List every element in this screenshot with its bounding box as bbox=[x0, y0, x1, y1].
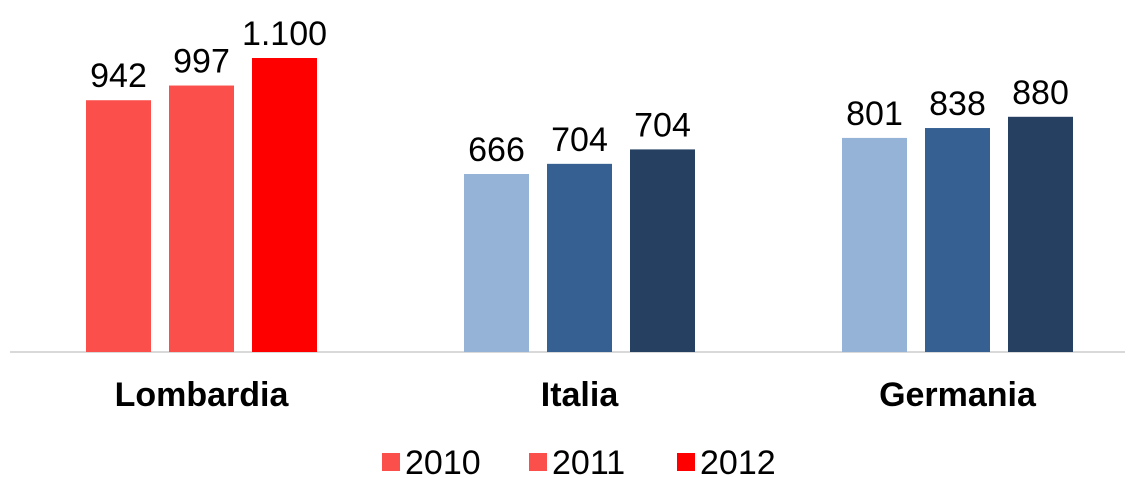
value-label-lombardia-2010: 942 bbox=[90, 57, 147, 95]
value-label-italia-2012: 704 bbox=[634, 106, 691, 144]
bar-italia-2012 bbox=[630, 149, 695, 352]
legend-item-2010: 2010 bbox=[382, 444, 481, 478]
value-label-lombardia-2012: 1.100 bbox=[242, 15, 327, 53]
bar-germania-2010 bbox=[842, 137, 907, 352]
legend: 2010 2011 2012 bbox=[382, 444, 776, 478]
value-label-italia-2010: 666 bbox=[468, 131, 525, 169]
bar-germania-2012 bbox=[1008, 116, 1073, 352]
legend-item-2012: 2012 bbox=[677, 444, 776, 478]
value-label-lombardia-2011: 997 bbox=[173, 43, 230, 81]
bar-lombardia-2012 bbox=[252, 58, 317, 352]
legend-swatch-2011 bbox=[529, 453, 547, 471]
value-labels-layer: 942 997 1.100 666 704 704 801 838 880 bbox=[90, 15, 1069, 169]
category-label-italia: Italia bbox=[541, 376, 620, 414]
value-label-germania-2011: 838 bbox=[929, 85, 986, 123]
bars-layer bbox=[86, 58, 1073, 353]
legend-label-2010: 2010 bbox=[405, 444, 481, 478]
value-label-germania-2012: 880 bbox=[1012, 74, 1069, 112]
bar-lombardia-2010 bbox=[86, 100, 151, 352]
category-labels-layer: Lombardia Italia Germania bbox=[115, 376, 1037, 414]
bar-italia-2010 bbox=[464, 173, 529, 352]
legend-swatch-2012 bbox=[677, 453, 695, 471]
bar-lombardia-2011 bbox=[169, 85, 234, 353]
value-label-germania-2010: 801 bbox=[846, 95, 903, 133]
bar-italia-2011 bbox=[547, 163, 612, 352]
legend-label-2012: 2012 bbox=[700, 444, 776, 478]
legend-item-2011: 2011 bbox=[529, 444, 625, 478]
bar-germania-2011 bbox=[925, 128, 990, 352]
legend-label-2011: 2011 bbox=[552, 444, 625, 478]
category-label-germania: Germania bbox=[879, 376, 1037, 414]
legend-swatch-2010 bbox=[382, 453, 400, 471]
value-label-italia-2011: 704 bbox=[551, 121, 608, 159]
category-label-lombardia: Lombardia bbox=[115, 376, 290, 414]
